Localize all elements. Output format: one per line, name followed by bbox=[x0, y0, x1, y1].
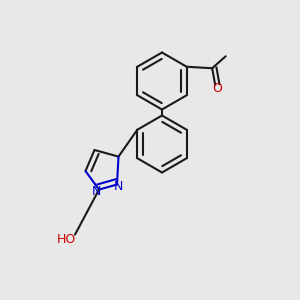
Text: N: N bbox=[91, 184, 101, 198]
Text: HO: HO bbox=[56, 232, 76, 246]
Text: N: N bbox=[114, 180, 123, 194]
Text: O: O bbox=[213, 82, 223, 95]
